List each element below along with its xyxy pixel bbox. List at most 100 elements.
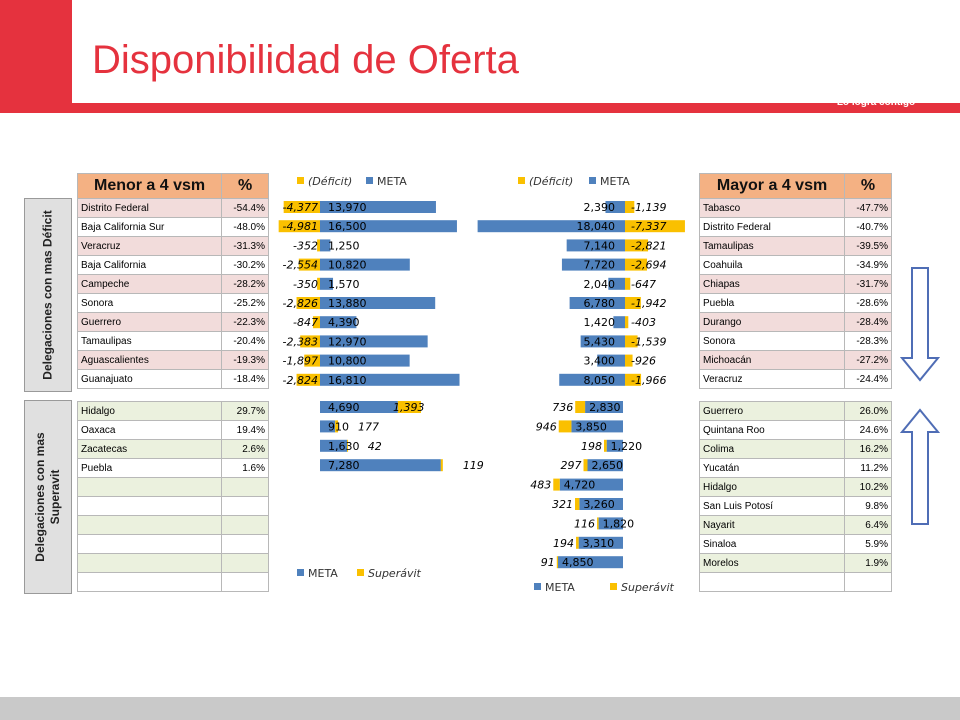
bar-meta (320, 335, 428, 348)
label-deficit: -350 (293, 278, 318, 291)
label-meta: 16,810 (328, 374, 367, 387)
bar-deficit (298, 258, 320, 271)
label-deficit: -2,826 (283, 297, 318, 310)
bar-meta (598, 517, 623, 530)
row-pct: 10.2% (844, 477, 892, 497)
infonavit-logo: INFONAVIT Lo logra contigo (832, 24, 920, 108)
label-meta: 6,780 (584, 297, 616, 310)
footer-band (0, 697, 960, 720)
table-row: Sinaloa 5.9% (698, 534, 892, 554)
table-row: Chiapas -31.7% (698, 274, 892, 294)
table-row: Veracruz -24.4% (698, 369, 892, 389)
table-row (76, 572, 269, 592)
row-name (698, 572, 846, 592)
table-row: Puebla -28.6% (698, 293, 892, 313)
label-superavit: 119 (463, 459, 484, 472)
label-deficit: -2,383 (283, 335, 318, 348)
bar-deficit (317, 239, 320, 252)
bar-meta (320, 420, 336, 433)
bar-meta (320, 239, 331, 252)
bar-deficit (625, 239, 649, 252)
label-deficit: -1,539 (631, 335, 666, 348)
label-deficit: -352 (293, 239, 318, 252)
legend-swatch (518, 177, 525, 184)
table-menor-4vsm-superavit: Hidalgo 29.7% Oaxaca 19.4% Zacatecas 2.6% Pueb… (76, 401, 269, 592)
bar-superavit (335, 420, 339, 433)
row-pct: -20.4% (221, 331, 269, 351)
bar-meta (608, 277, 625, 290)
bar-meta (320, 401, 398, 413)
down-arrow-icon (899, 267, 941, 382)
label-meta: 3,260 (583, 498, 615, 511)
bar-meta (605, 201, 625, 213)
label-meta: 2,390 (584, 201, 616, 214)
label-meta: 5,430 (584, 335, 616, 348)
label-meta: 910 (328, 420, 349, 433)
label-meta: 4,690 (328, 401, 360, 414)
chart-superavit-menor: 4,690 1,393 910 177 1,630 42 7,280 119 META Super… (297, 401, 484, 580)
table-row: Sonora -25.2% (76, 293, 269, 313)
label-superavit: 91 (541, 556, 555, 569)
bar-deficit (625, 258, 648, 271)
bar-meta (320, 316, 357, 329)
bar-meta (320, 277, 334, 290)
table-row: Tabasco -47.7% (698, 198, 892, 218)
bar-meta (320, 201, 436, 213)
table-row: Michoacán -27.2% (698, 350, 892, 370)
row-pct: -18.4% (221, 369, 269, 389)
table-row (76, 534, 269, 554)
table-row: Nayarit 6.4% (698, 515, 892, 535)
bar-deficit (625, 220, 685, 233)
row-pct: 26.0% (844, 401, 892, 421)
legend-swatch (366, 177, 373, 184)
label-meta: 3,850 (575, 420, 607, 433)
bar-deficit (304, 354, 320, 367)
bar-meta (320, 297, 436, 309)
bar-meta (569, 297, 625, 309)
label-deficit: -2,554 (283, 259, 318, 272)
bar-meta (566, 239, 625, 252)
row-name (76, 572, 223, 592)
label-deficit: -1,897 (283, 355, 318, 368)
label-superavit: 736 (552, 401, 573, 414)
bar-deficit (625, 373, 642, 386)
bar-meta (613, 316, 625, 329)
chart-deficit-menor: (Déficit) META -4,377 13,970 -4,981 16,500 -35… (278, 175, 460, 387)
bar-meta (320, 258, 410, 271)
legend-swatch (610, 583, 617, 590)
label-meta: 4,390 (328, 316, 360, 329)
label-deficit: -926 (631, 355, 656, 368)
label-deficit: -2,694 (631, 259, 666, 272)
label-superavit: 1,393 (393, 401, 425, 414)
bar-meta (587, 459, 623, 472)
title-area (72, 0, 960, 103)
bar-superavit (575, 401, 586, 413)
legend-label: Superávit (368, 567, 422, 580)
table-row: Baja California Sur -48.0% (76, 217, 269, 237)
label-superavit: 198 (581, 440, 602, 453)
bar-deficit (317, 277, 320, 290)
bar-meta (579, 498, 623, 510)
label-meta: 7,280 (328, 459, 360, 472)
chart-deficit-mayor: (Déficit) META 2,390 -1,139 18,040 -7,337 7,14… (477, 175, 685, 387)
bar-meta (320, 373, 460, 386)
bar-superavit (583, 459, 588, 472)
row-pct: -28.3% (844, 331, 892, 351)
label-meta: 2,650 (591, 459, 623, 472)
legend-label: META (600, 175, 630, 188)
label-meta: 1,570 (328, 278, 360, 291)
table-row: Yucatán 11.2% (698, 458, 892, 478)
bar-meta (320, 354, 410, 367)
bar-superavit (575, 498, 580, 510)
bar-superavit (440, 459, 443, 472)
label-meta: 13,970 (328, 201, 367, 214)
bar-meta (320, 220, 457, 233)
bar-meta (597, 354, 625, 367)
bar-deficit (296, 297, 320, 309)
label-meta: 3,310 (583, 537, 615, 550)
bar-superavit (576, 536, 579, 549)
deficit-side-label: Delegaciones con mas Déficit (24, 198, 72, 392)
bar-meta (580, 335, 625, 348)
bar-meta (559, 478, 623, 491)
table-menor-4vsm: Menor a 4 vsm% Distrito Federal -54.4% Baj… (76, 173, 269, 389)
